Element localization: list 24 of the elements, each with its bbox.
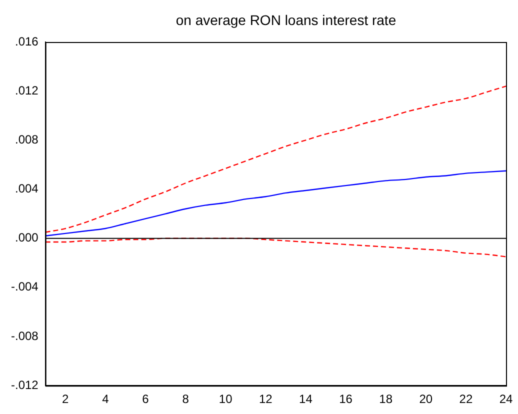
x-tick-label: 16 (339, 392, 353, 406)
y-tick-label: .008 (14, 132, 39, 146)
x-tick-label: 2 (62, 392, 70, 406)
y-tick-label: -.012 (10, 378, 39, 392)
line-series (45, 238, 506, 258)
line-series (45, 170, 506, 236)
line-series (45, 86, 506, 233)
y-tick-label: .012 (14, 83, 39, 98)
x-tick-label: 4 (102, 392, 110, 406)
y-tick-label: -.008 (10, 328, 39, 343)
y-tick-label: .000 (14, 230, 39, 245)
y-tick-label: .004 (14, 182, 39, 196)
x-tick-label: 6 (142, 392, 150, 406)
x-tick-label: 18 (379, 392, 393, 406)
chart-title: on average RON loans interest rate (174, 12, 398, 28)
x-tick-label: 20 (419, 392, 433, 406)
y-tick-label: .016 (14, 34, 39, 48)
x-tick-label: 24 (499, 392, 513, 406)
x-tick-label: 12 (258, 392, 273, 406)
x-tick-label: 22 (459, 392, 473, 406)
x-tick-label: 10 (218, 392, 233, 406)
x-tick-label: 14 (299, 392, 313, 406)
x-tick-label: 8 (182, 392, 190, 406)
y-tick-label: -.004 (10, 280, 39, 294)
